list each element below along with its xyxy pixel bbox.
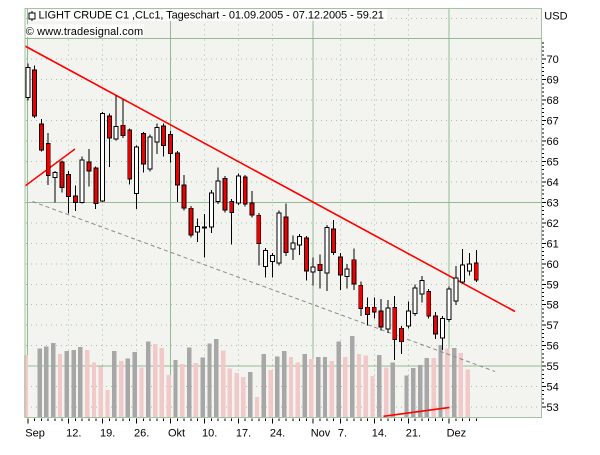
svg-text:57: 57 xyxy=(547,320,559,332)
svg-text:65: 65 xyxy=(547,157,559,169)
svg-text:10.: 10. xyxy=(202,428,217,440)
svg-text:7.: 7. xyxy=(338,428,347,440)
svg-text:Sep: Sep xyxy=(25,428,45,440)
svg-text:67: 67 xyxy=(547,116,559,128)
svg-text:USD: USD xyxy=(544,10,567,22)
svg-text:LIGHT CRUDE C1 ,CLc1, Tagescha: LIGHT CRUDE C1 ,CLc1, Tageschart - 01.09… xyxy=(39,9,384,21)
svg-text:24.: 24. xyxy=(270,428,285,440)
svg-text:59: 59 xyxy=(547,279,559,291)
svg-text:Dez: Dez xyxy=(447,428,467,440)
svg-text:© www.tradesignal.com: © www.tradesignal.com xyxy=(26,26,144,38)
svg-text:58: 58 xyxy=(547,300,559,312)
svg-text:68: 68 xyxy=(547,95,559,107)
svg-text:Okt: Okt xyxy=(168,428,185,440)
svg-text:53: 53 xyxy=(547,402,559,414)
svg-text:54: 54 xyxy=(547,382,559,394)
svg-text:66: 66 xyxy=(547,136,559,148)
svg-text:63: 63 xyxy=(547,197,559,209)
svg-text:19.: 19. xyxy=(100,428,115,440)
svg-text:61: 61 xyxy=(547,238,559,250)
svg-text:17.: 17. xyxy=(236,428,251,440)
svg-text:12.: 12. xyxy=(66,428,81,440)
svg-text:56: 56 xyxy=(547,341,559,353)
svg-text:26.: 26. xyxy=(134,428,149,440)
svg-text:69: 69 xyxy=(547,75,559,87)
svg-text:21.: 21. xyxy=(406,428,421,440)
svg-text:14.: 14. xyxy=(372,428,387,440)
svg-text:62: 62 xyxy=(547,218,559,230)
svg-text:64: 64 xyxy=(547,177,559,189)
svg-text:Nov: Nov xyxy=(311,428,331,440)
svg-text:70: 70 xyxy=(547,54,559,66)
svg-text:60: 60 xyxy=(547,259,559,271)
svg-text:55: 55 xyxy=(547,361,559,373)
